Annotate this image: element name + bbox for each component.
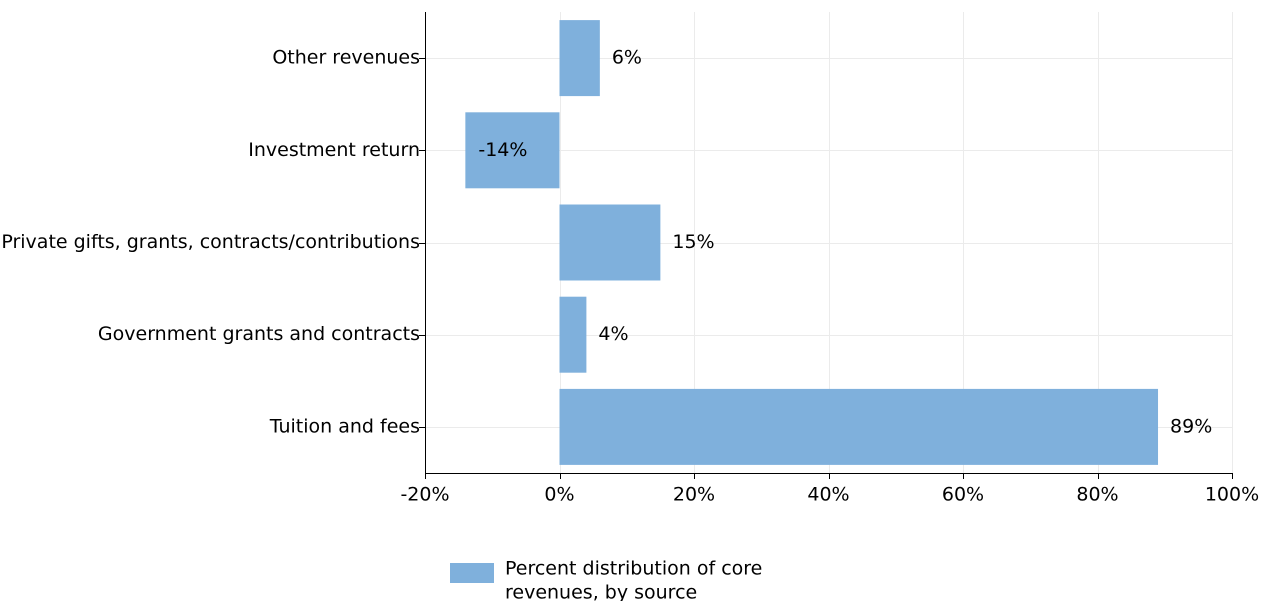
data-labels: 6% -14% 15% 4% 89% <box>478 47 1212 438</box>
bar <box>465 112 560 189</box>
category-label: Government grants and contracts <box>98 323 420 345</box>
x-tick-label: -20% <box>400 484 449 506</box>
x-tick-label: 20% <box>673 484 715 506</box>
bars <box>465 20 1159 465</box>
axes <box>419 12 1233 479</box>
legend-label-line-1: Percent distribution of core <box>505 558 762 580</box>
x-tick-label: 60% <box>942 484 984 506</box>
category-label: Private gifts, grants, contracts/contrib… <box>1 231 420 253</box>
bar <box>559 20 600 97</box>
data-label: -14% <box>478 139 527 161</box>
x-tick-label: 40% <box>807 484 849 506</box>
bar <box>559 296 587 373</box>
category-label: Tuition and fees <box>269 415 420 437</box>
data-label: 4% <box>598 323 628 345</box>
x-tick-labels: -20% 0% 20% 40% 60% 80% 100% <box>400 484 1259 506</box>
legend: Percent distribution of core revenues, b… <box>450 558 762 601</box>
category-label: Other revenues <box>272 47 420 69</box>
legend-label-line-2: revenues, by source <box>505 582 697 601</box>
bar <box>559 204 661 281</box>
data-label: 89% <box>1170 415 1212 437</box>
data-label: 15% <box>672 231 714 253</box>
data-label: 6% <box>612 47 642 69</box>
x-tick-label: 100% <box>1205 484 1259 506</box>
x-tick-label: 80% <box>1076 484 1118 506</box>
category-label: Investment return <box>248 139 420 161</box>
category-labels: Other revenues Investment return Private g… <box>1 47 420 438</box>
legend-swatch <box>450 563 494 583</box>
x-tick-label: 0% <box>544 484 574 506</box>
bar <box>559 388 1159 465</box>
